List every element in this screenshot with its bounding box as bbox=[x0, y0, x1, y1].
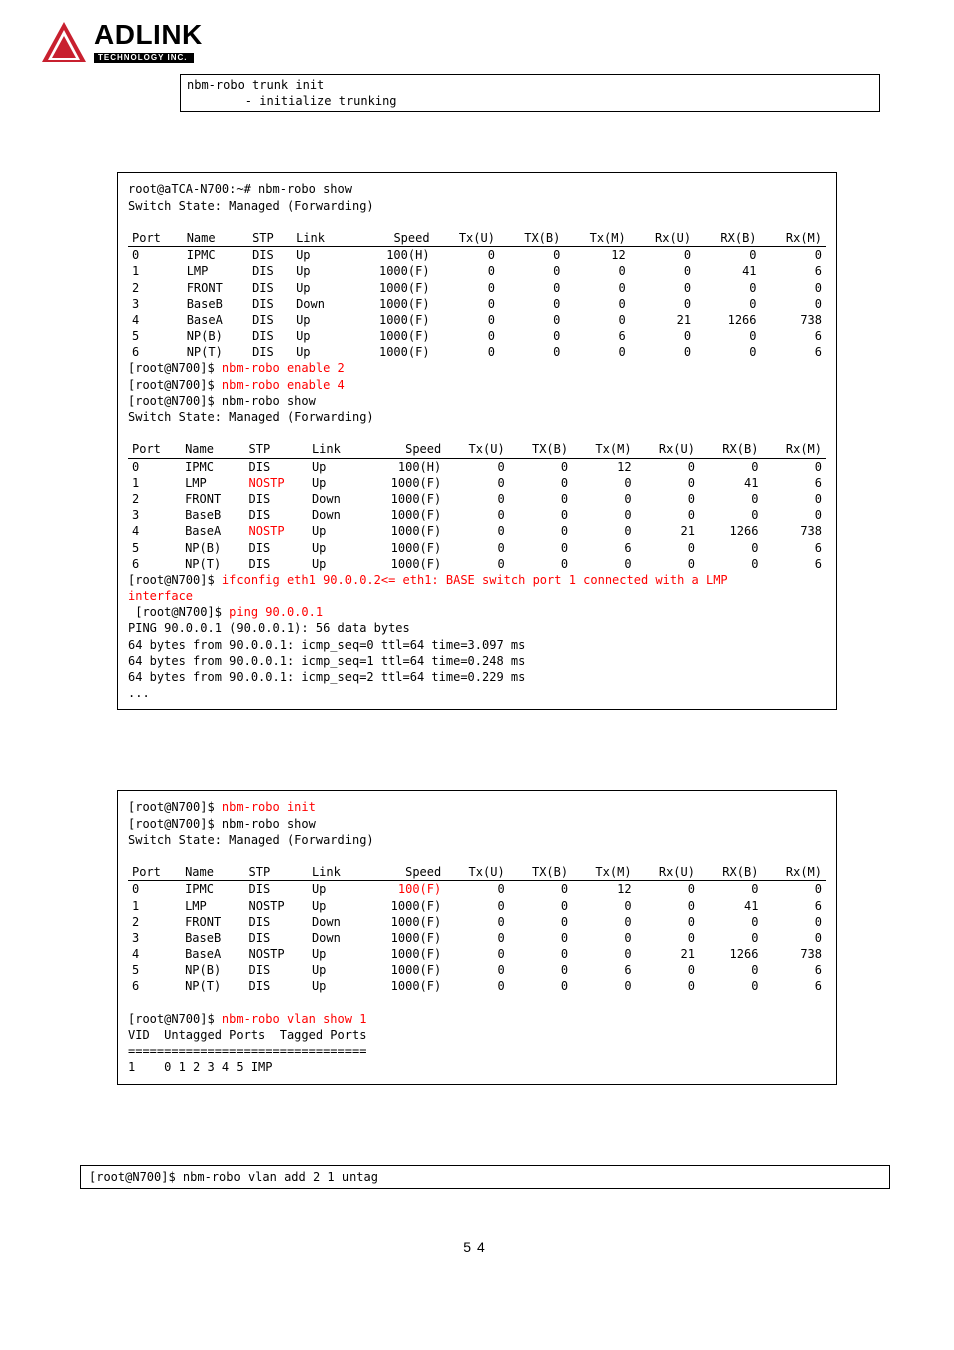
t1-ping-l2: 64 bytes from 90.0.0.1: icmp_seq=0 ttl=6… bbox=[128, 638, 525, 652]
t2-switch: Switch State: Managed (Forwarding) bbox=[128, 833, 374, 847]
terminal-2: [root@N700]$ nbm-robo init [root@N700]$ … bbox=[117, 790, 837, 1084]
t1-switch: Switch State: Managed (Forwarding) bbox=[128, 199, 374, 213]
t2-vlan-r: 1 0 1 2 3 4 5 IMP bbox=[128, 1060, 273, 1074]
t1-en2-p: [root@N700]$ bbox=[128, 361, 222, 375]
t1-ping-l1: PING 90.0.0.1 (90.0.0.1): 56 data bytes bbox=[128, 621, 410, 635]
t1-show2: [root@N700]$ nbm-robo show bbox=[128, 394, 316, 408]
t1-ping-c: ping 90.0.0.1 bbox=[229, 605, 323, 619]
t1-prompt1: root@aTCA-N700:~# nbm-robo show bbox=[128, 182, 352, 196]
t2-vlan-c: nbm-robo vlan show 1 bbox=[222, 1012, 367, 1026]
trunk-init-box: nbm-robo trunk init - initialize trunkin… bbox=[180, 74, 880, 112]
t1-ping-p: [root@N700]$ bbox=[128, 605, 229, 619]
t2-init-p: [root@N700]$ bbox=[128, 800, 222, 814]
t1-iface: interface bbox=[128, 589, 193, 603]
logo-icon bbox=[40, 20, 88, 64]
t2-vlan-sep: ================================= bbox=[128, 1044, 366, 1058]
t1-en4-p: [root@N700]$ bbox=[128, 378, 222, 392]
vlan-add-cmd: [root@N700]$ nbm-robo vlan add 2 1 untag bbox=[89, 1170, 378, 1184]
page-number: 54 bbox=[40, 1239, 914, 1255]
t1-ifcfg-c: ifconfig eth1 90.0.0.2<= eth1: BASE swit… bbox=[222, 573, 728, 587]
trunk-desc: - initialize trunking bbox=[187, 93, 873, 109]
logo-name: ADLINK bbox=[94, 21, 203, 49]
t1-ifcfg-p: [root@N700]$ bbox=[128, 573, 222, 587]
t1-dots: ... bbox=[128, 686, 150, 700]
t2-init-c: nbm-robo init bbox=[222, 800, 316, 814]
t2-vlan-h: VID Untagged Ports Tagged Ports bbox=[128, 1028, 366, 1042]
vlan-add-box: [root@N700]$ nbm-robo vlan add 2 1 untag bbox=[80, 1165, 890, 1189]
t2-table: PortNameSTPLinkSpeedTx(U)TX(B)Tx(M)Rx(U)… bbox=[128, 864, 826, 995]
t1-ping-l4: 64 bytes from 90.0.0.1: icmp_seq=2 ttl=6… bbox=[128, 670, 525, 684]
t1-table2: PortNameSTPLinkSpeedTx(U)TX(B)Tx(M)Rx(U)… bbox=[128, 441, 826, 572]
t2-vlan-p: [root@N700]$ bbox=[128, 1012, 222, 1026]
t1-en4-c: nbm-robo enable 4 bbox=[222, 378, 345, 392]
t1-en2-c: nbm-robo enable 2 bbox=[222, 361, 345, 375]
logo-subtitle: TECHNOLOGY INC. bbox=[94, 53, 194, 63]
t2-show: [root@N700]$ nbm-robo show bbox=[128, 817, 316, 831]
logo: ADLINK TECHNOLOGY INC. bbox=[40, 20, 914, 64]
t1-switch2: Switch State: Managed (Forwarding) bbox=[128, 410, 374, 424]
logo-text: ADLINK TECHNOLOGY INC. bbox=[94, 21, 203, 63]
t1-table1: PortNameSTPLinkSpeedTx(U)TX(B)Tx(M)Rx(U)… bbox=[128, 230, 826, 361]
terminal-1: root@aTCA-N700:~# nbm-robo show Switch S… bbox=[117, 172, 837, 710]
trunk-cmd: nbm-robo trunk init bbox=[187, 77, 873, 93]
t1-ping-l3: 64 bytes from 90.0.0.1: icmp_seq=1 ttl=6… bbox=[128, 654, 525, 668]
